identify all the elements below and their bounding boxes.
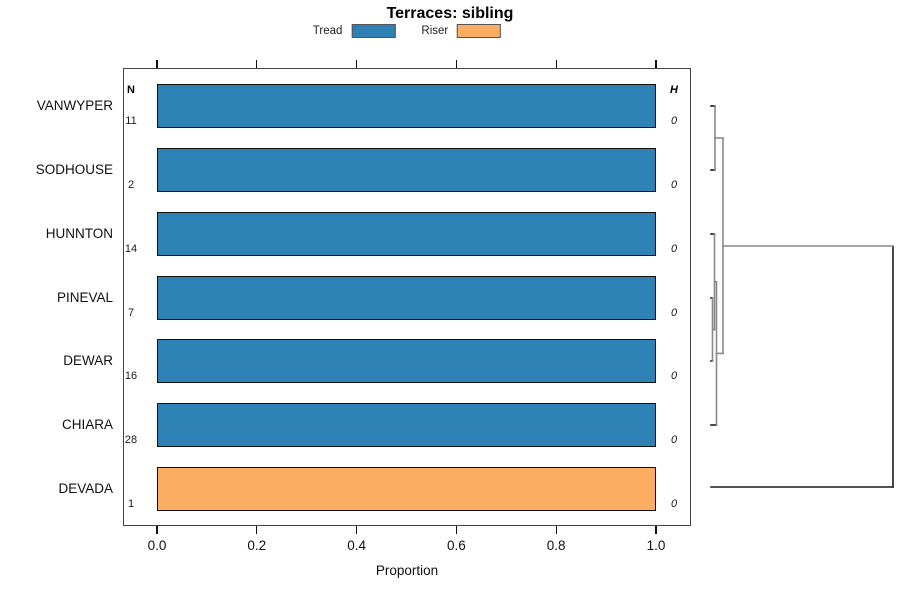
h-value: 0 [670, 434, 678, 446]
bar-devada [157, 467, 656, 511]
page-title: Terraces: sibling [386, 5, 514, 22]
row-label-chiara: CHIARA [61, 417, 113, 432]
bar-hunnton [157, 212, 656, 256]
x-axis-tick-bottom [355, 526, 358, 534]
legend-item: Riser [421, 24, 502, 38]
h-value: 0 [670, 179, 678, 191]
n-value: 16 [124, 370, 138, 382]
n-value: 11 [125, 115, 137, 127]
bar-chiara [157, 403, 656, 447]
x-axis-title: Proportion [375, 563, 439, 578]
legend-label: Tread [312, 25, 343, 37]
row-label-vanwyper: VANWYPER [36, 98, 113, 113]
n-value: 7 [127, 307, 135, 319]
legend-item: Tread [313, 24, 396, 38]
legend-swatch [351, 24, 396, 38]
row-label-hunnton: HUNNTON [45, 226, 113, 241]
n-value: 14 [124, 243, 138, 255]
row-label-pineval: PINEVAL [56, 290, 113, 305]
n-value: 2 [127, 179, 135, 191]
n-value: 1 [127, 498, 135, 510]
legend-swatch [457, 24, 502, 38]
row-label-dewar: DEWAR [63, 353, 113, 368]
bar-dewar [157, 339, 656, 383]
x-axis-tick-top [655, 60, 657, 68]
x-axis-tick-bottom [455, 526, 458, 534]
x-axis-tick-top [355, 60, 358, 68]
x-axis-tick-top [256, 60, 258, 68]
x-axis-tick-label: 0.0 [147, 538, 167, 553]
bar-vanwyper [157, 84, 656, 128]
x-axis-tick-top [455, 60, 458, 68]
h-value: 0 [670, 370, 678, 382]
h-value: 0 [670, 498, 678, 510]
x-axis-tick-label: 0.8 [546, 538, 566, 553]
x-axis-tick-top [156, 60, 158, 68]
legend: Tread Riser [313, 24, 502, 38]
h-value: 0 [670, 243, 678, 255]
x-axis-tick-label: 1.0 [646, 538, 666, 553]
x-axis-tick-label: 0.6 [447, 538, 466, 553]
x-axis-tick-label: 0.4 [347, 538, 366, 553]
x-axis-tick-bottom [156, 526, 158, 534]
x-axis-tick-bottom [256, 526, 258, 534]
dendrogram-internal-edges [711, 105, 894, 426]
x-axis-tick-bottom [555, 526, 557, 534]
n-value: 28 [124, 434, 138, 446]
row-label-sodhouse: SODHOUSE [35, 162, 113, 177]
n-column-header: N [127, 84, 135, 96]
bar-pineval [157, 276, 656, 320]
legend-label: Riser [421, 25, 449, 37]
x-axis-tick-bottom [655, 526, 657, 534]
dendrogram-leaf-edges [710, 105, 894, 488]
h-value: 0 [670, 307, 678, 319]
bar-sodhouse [157, 148, 656, 192]
x-axis-tick-top [555, 60, 557, 68]
h-column-header: H [670, 84, 678, 96]
h-value: 0 [670, 115, 678, 127]
row-label-devada: DEVADA [58, 481, 113, 496]
x-axis-tick-label: 0.2 [247, 538, 267, 553]
